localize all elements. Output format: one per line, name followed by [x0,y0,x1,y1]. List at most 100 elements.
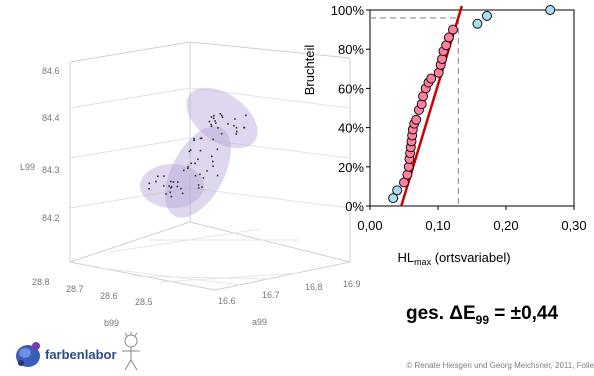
x-axis-label-suffix: (ortsvariabel) [431,250,510,265]
right-axis-tick: 16.6 [218,296,236,306]
cluster-point [176,185,179,188]
cluster-point [148,188,150,190]
left-axis-tick: 28.7 [66,284,84,294]
cluster-point [181,192,184,195]
vertical-tick: 84.6 [42,66,60,76]
x-axis-label-sub: max [414,257,432,267]
cluster-point [208,120,211,123]
cluster-point [200,137,203,139]
x-tick-label: 0,10 [425,218,450,233]
box-grid-line [69,87,191,109]
x-axis-label: HLmax (ortsvariabel) [397,250,510,267]
cluster-point [214,120,216,122]
cluster-point [193,139,195,142]
cluster-point [206,170,208,172]
summary-sub: 99 [475,312,489,327]
box-edge [69,221,191,263]
cluster-point [183,169,185,172]
cluster-point [199,173,201,176]
cluster-point [193,137,195,140]
data-point [545,5,556,15]
summary-suffix: = ±0,44 [489,303,559,324]
summary-value: ges. ΔE99 = ±0,44 [406,303,558,327]
cluster-point [148,182,151,185]
y-tick-label: 0% [345,199,364,214]
right-axis-label: a99 [252,317,267,327]
plot-area [369,9,575,207]
cluster-point [212,160,214,163]
cluster-point [219,113,222,115]
box-grid-line [69,137,191,159]
cluster-point [235,126,238,129]
data-point [426,73,437,84]
vertical-tick: 84.2 [42,213,60,223]
cluster-point [163,175,165,177]
cluster-point [199,149,202,152]
cluster-point [170,195,173,198]
summary-prefix: ges. ΔE [406,303,476,324]
data-point [448,24,458,35]
cluster-point [170,185,173,188]
left-axis-tick: 28.8 [32,277,50,287]
vertical-axis-label: L99 [20,162,35,172]
cluster-point [210,116,213,118]
right-axis-tick: 16.9 [343,279,361,289]
cluster-point [212,165,214,167]
x-axis-label-main: HL [397,250,414,265]
cluster-point [168,185,170,187]
cluster-point [199,137,202,140]
logo-text: farbenlabor [45,347,117,362]
x-tick-label: 0,30 [561,218,586,233]
cluster-point [221,116,224,119]
data-point [392,185,403,196]
cluster-point [197,158,199,161]
box-edge [189,221,351,263]
box-grid-line [129,275,271,280]
box-grid-line [189,187,351,209]
cluster-point [165,193,167,195]
cluster-point [202,177,205,179]
y-tick-label: 40% [338,121,364,136]
left-axis-label: b99 [104,318,119,328]
y-tick-label: 60% [338,81,364,96]
cluster-point [163,185,165,187]
data-point [411,114,422,125]
cluster-point [245,114,247,117]
cluster-point [215,122,217,124]
right-axis-tick: 16.7 [262,290,280,300]
copyright-text: © Renate Hiesgen und Georg Meichsner, 20… [406,361,594,370]
cluster-point [216,148,219,151]
cluster-point [157,175,159,178]
cluster-point [190,162,192,165]
cluster-point [169,191,172,194]
cluster-point [189,149,192,151]
cluster-point [172,181,175,183]
left-axis-tick: 28.6 [100,291,118,301]
cluster-point [187,167,189,170]
box-grid-line [189,87,351,109]
cluster-point [197,187,200,189]
vertical-axis: 84.6 84.4 84.3 84.2 L99 [20,66,60,223]
data-point [388,193,399,204]
x-tick-label: 0,20 [493,218,518,233]
y-axis-label: Bruchteil [302,45,317,96]
cluster-point [210,125,213,127]
cluster-point [170,187,172,189]
plot-3d-box [69,41,351,291]
cluster-point [194,162,196,165]
y-tick-label: 80% [338,42,364,57]
cluster-point [220,132,223,135]
box-grid-line [69,187,191,209]
cluster-point [201,186,203,188]
stick-figure-icon [122,332,140,371]
left-axis-tick: 28.5 [135,297,153,307]
vertical-tick: 84.4 [42,113,60,123]
cluster-point [216,174,219,177]
box-grid-line [159,272,301,283]
box-edge [69,41,191,63]
cluster-point [233,124,235,127]
right-axis: 16.6 16.7 16.8 16.9 a99 [218,279,361,327]
box-edge [189,41,351,59]
cluster-point [197,184,200,186]
cluster-point [212,117,215,120]
